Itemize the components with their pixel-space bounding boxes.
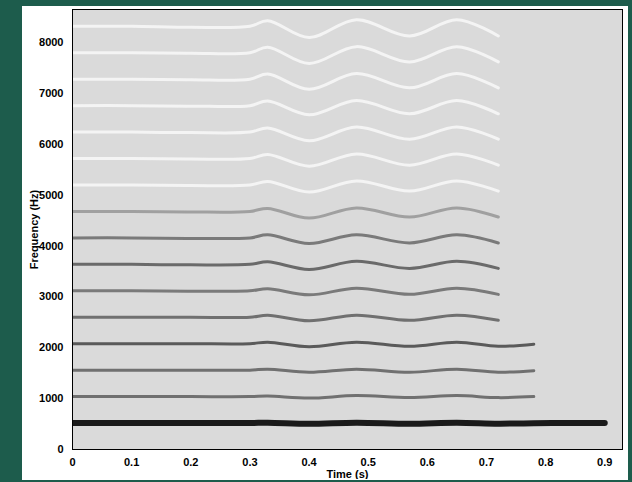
svg-text:3000: 3000 — [39, 290, 63, 302]
svg-text:4000: 4000 — [39, 240, 63, 252]
svg-text:0.3: 0.3 — [242, 456, 257, 468]
svg-text:7000: 7000 — [39, 87, 63, 99]
svg-text:0.9: 0.9 — [597, 456, 612, 468]
svg-text:Frequency (Hz): Frequency (Hz) — [28, 189, 40, 269]
svg-text:0.4: 0.4 — [301, 456, 317, 468]
svg-text:6000: 6000 — [39, 138, 63, 150]
svg-text:0.7: 0.7 — [479, 456, 494, 468]
svg-text:8000: 8000 — [39, 36, 63, 48]
svg-text:0.6: 0.6 — [420, 456, 435, 468]
svg-text:Time (s): Time (s) — [327, 468, 369, 480]
svg-text:2000: 2000 — [39, 341, 63, 353]
svg-text:0: 0 — [69, 456, 75, 468]
svg-text:0: 0 — [57, 443, 63, 455]
svg-text:0.1: 0.1 — [124, 456, 139, 468]
svg-text:5000: 5000 — [39, 189, 63, 201]
svg-text:0.2: 0.2 — [183, 456, 198, 468]
svg-text:0.5: 0.5 — [361, 456, 376, 468]
svg-text:0.8: 0.8 — [538, 456, 553, 468]
svg-text:1000: 1000 — [39, 392, 63, 404]
